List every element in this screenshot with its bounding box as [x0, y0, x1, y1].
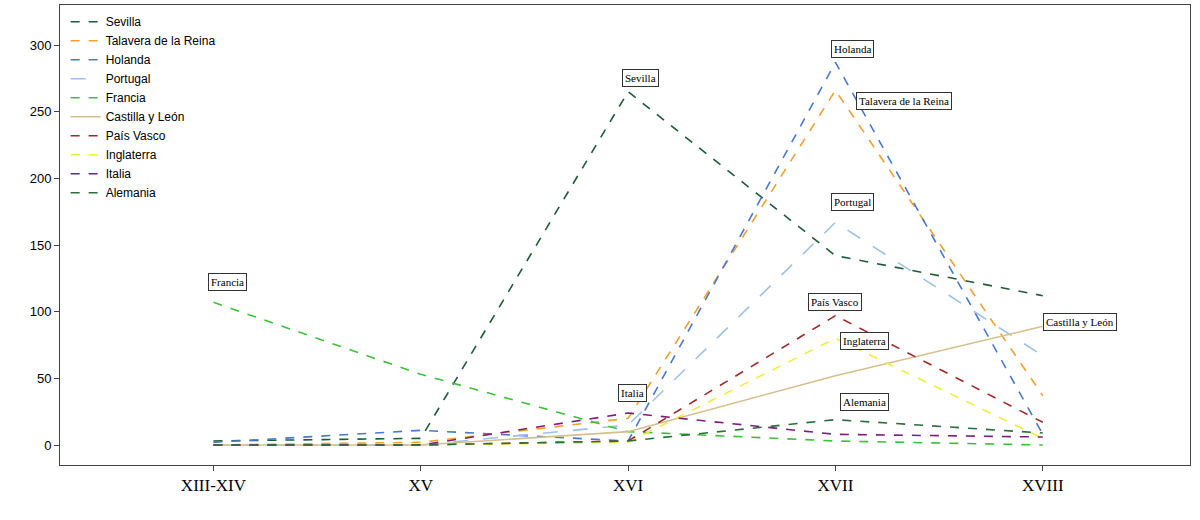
svg-text:Francia: Francia [211, 276, 244, 288]
svg-text:250: 250 [30, 104, 52, 119]
svg-text:Holanda: Holanda [834, 43, 871, 55]
svg-text:Sevilla: Sevilla [106, 15, 142, 29]
svg-text:200: 200 [30, 171, 52, 186]
svg-text:País Vasco: País Vasco [106, 129, 166, 143]
svg-text:Inglaterra: Inglaterra [843, 335, 886, 347]
svg-text:Sevilla: Sevilla [625, 72, 656, 84]
svg-text:XV: XV [408, 476, 433, 495]
svg-text:País Vasco: País Vasco [811, 296, 859, 308]
svg-text:300: 300 [30, 38, 52, 53]
svg-text:50: 50 [37, 371, 51, 386]
svg-text:Castilla y León: Castilla y León [1046, 316, 1114, 328]
svg-text:XVI: XVI [613, 476, 644, 495]
svg-text:Alemania: Alemania [843, 396, 886, 408]
svg-text:Talavera de la Reina: Talavera de la Reina [859, 95, 949, 107]
svg-text:XVII: XVII [818, 476, 854, 495]
svg-text:Italia: Italia [621, 387, 644, 399]
svg-text:Francia: Francia [106, 91, 146, 105]
svg-text:Portugal: Portugal [106, 72, 151, 86]
svg-text:0: 0 [44, 438, 51, 453]
svg-text:Holanda: Holanda [106, 53, 151, 67]
svg-text:100: 100 [30, 304, 52, 319]
svg-text:Italia: Italia [106, 167, 132, 181]
svg-text:150: 150 [30, 238, 52, 253]
svg-text:Talavera de la Reina: Talavera de la Reina [106, 34, 216, 48]
svg-text:Alemania: Alemania [106, 186, 156, 200]
svg-text:XIII-XIV: XIII-XIV [181, 476, 247, 495]
svg-text:XVIII: XVIII [1022, 476, 1064, 495]
svg-text:Inglaterra: Inglaterra [106, 148, 157, 162]
svg-text:Castilla y León: Castilla y León [106, 110, 185, 124]
svg-text:Portugal: Portugal [834, 196, 871, 208]
